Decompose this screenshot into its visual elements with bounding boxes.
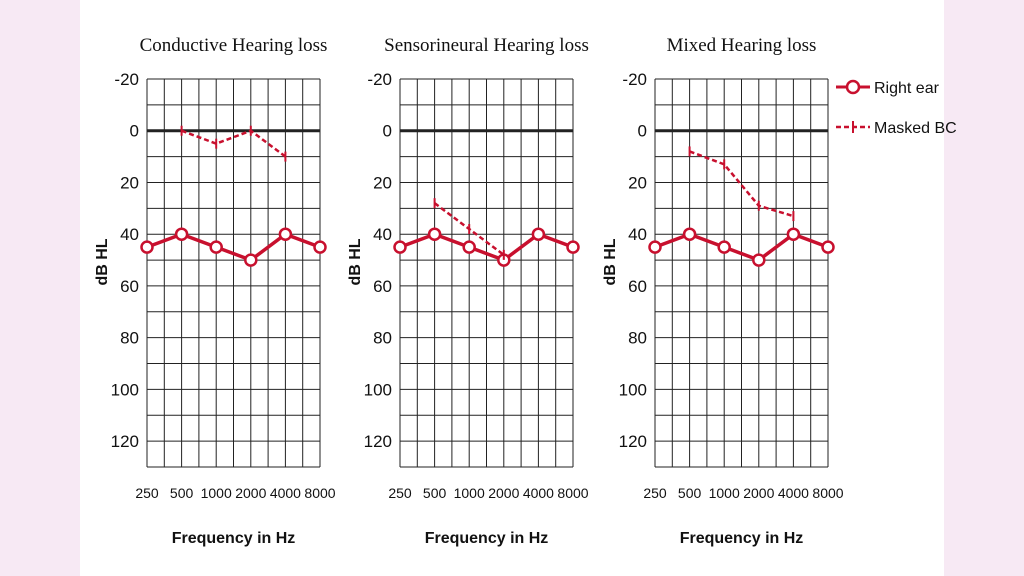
x-tick-label: 1000: [454, 485, 485, 501]
right-ear-point: [531, 227, 546, 241]
y-tick-label: 120: [364, 432, 392, 451]
x-tick-label: 250: [135, 485, 159, 501]
x-tick-label: 4000: [270, 485, 301, 501]
y-axis-label-group: dB HL: [347, 238, 364, 285]
y-tick-label: 100: [364, 380, 392, 399]
y-tick-label: 80: [373, 329, 392, 348]
y-axis-label-group: dB HL: [94, 238, 111, 285]
x-axis-label: Frequency in Hz: [680, 530, 804, 547]
x-tick-label: 4000: [523, 485, 554, 501]
right-ear-point: [786, 227, 801, 241]
chart-title: Sensorineural Hearing loss: [384, 35, 589, 56]
x-axis-label: Frequency in Hz: [172, 530, 296, 547]
x-tick-label: 2000: [235, 485, 266, 501]
y-tick-label: 80: [120, 329, 139, 348]
x-tick-label: 250: [643, 485, 667, 501]
x-tick-label: 8000: [304, 485, 335, 501]
y-tick-label: 20: [120, 173, 139, 192]
y-tick-label: 0: [638, 122, 647, 141]
y-tick-label: 60: [628, 277, 647, 296]
y-tick-label: -20: [622, 70, 647, 89]
x-tick-label: 1000: [709, 485, 740, 501]
audiogram-panel-2: Sensorineural Hearing loss -20 0 20 40 60 80 10…: [347, 35, 589, 547]
y-axis-label-group: dB HL: [602, 238, 619, 285]
y-tick-label: 40: [628, 225, 647, 244]
legend-masked-bc-label: Masked BC: [874, 120, 957, 137]
x-tick-label: 500: [423, 485, 447, 501]
legend-right-ear-label: Right ear: [874, 80, 940, 97]
figure-panel: [80, 0, 944, 576]
y-tick-label: 0: [383, 122, 392, 141]
x-tick-label: 500: [678, 485, 702, 501]
y-tick-label: 20: [373, 173, 392, 192]
legend: Right ear Masked BC: [836, 79, 957, 137]
chart-title: Mixed Hearing loss: [667, 35, 817, 56]
x-tick-label: 2000: [743, 485, 774, 501]
y-axis-label: dB HL: [347, 238, 364, 285]
right-ear-point: [566, 240, 580, 254]
legend-right-ear-marker: [845, 79, 861, 95]
x-tick-label: 250: [388, 485, 412, 501]
y-tick-label: 100: [619, 380, 647, 399]
y-tick-label: -20: [114, 70, 139, 89]
chart-title: Conductive Hearing loss: [140, 35, 328, 56]
right-ear-point: [682, 227, 697, 241]
x-tick-label: 1000: [201, 485, 232, 501]
right-ear-point: [209, 240, 223, 254]
y-tick-label: -20: [367, 70, 392, 89]
right-ear-point: [393, 240, 407, 254]
x-tick-label: 8000: [557, 485, 588, 501]
x-axis-label: Frequency in Hz: [425, 530, 549, 547]
y-tick-label: 80: [628, 329, 647, 348]
right-ear-point: [140, 240, 154, 254]
right-ear-point: [278, 227, 293, 241]
right-ear-point: [313, 240, 327, 254]
right-ear-point: [821, 240, 835, 254]
y-axis-label: dB HL: [94, 238, 111, 285]
y-tick-label: 120: [619, 432, 647, 451]
y-tick-label: 60: [120, 277, 139, 296]
x-tick-label: 2000: [488, 485, 519, 501]
y-axis-label: dB HL: [602, 238, 619, 285]
right-ear-point: [174, 227, 189, 241]
y-tick-label: 40: [120, 225, 139, 244]
x-tick-label: 500: [170, 485, 194, 501]
masked-bc-line: [181, 129, 287, 158]
y-tick-label: 20: [628, 173, 647, 192]
y-tick-label: 120: [111, 432, 139, 451]
right-ear-point: [244, 253, 258, 267]
audiogram-panel-1: Conductive Hearing loss-20 0 20 40 60 80 100 12…: [94, 35, 336, 547]
right-ear-point: [717, 240, 731, 254]
masked-bc-line: [689, 150, 794, 218]
x-tick-label: 4000: [778, 485, 809, 501]
y-tick-label: 100: [111, 380, 139, 399]
right-ear-point: [752, 253, 766, 267]
y-tick-label: 0: [130, 122, 139, 141]
y-tick-label: 40: [373, 225, 392, 244]
right-ear-point: [648, 240, 662, 254]
right-ear-point: [462, 240, 476, 254]
x-tick-label: 8000: [812, 485, 843, 501]
right-ear-point: [427, 227, 442, 241]
audiogram-panel-3: Mixed Hearing loss -20 0 20 40 60 80 100 120 250 5…: [602, 35, 844, 547]
y-tick-label: 60: [373, 277, 392, 296]
